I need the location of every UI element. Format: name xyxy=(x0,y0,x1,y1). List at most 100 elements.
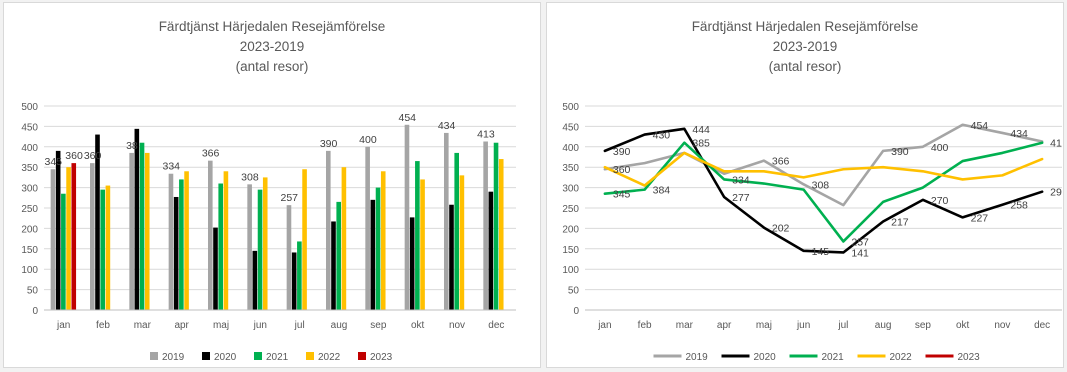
line-chart-legend-label: 2019 xyxy=(686,352,709,363)
line-chart-data-label: 334 xyxy=(732,174,750,186)
bar-chart-data-label: 390 xyxy=(320,138,338,150)
bar-2020-mar xyxy=(134,128,140,310)
bar-2019-okt xyxy=(404,124,410,310)
bar-2021-dec xyxy=(493,142,499,310)
line-chart-data-label: 277 xyxy=(732,192,750,204)
line-chart-data-label: 41 xyxy=(1050,138,1062,150)
bar-2022-okt xyxy=(420,179,425,310)
bar-chart-data-label: 454 xyxy=(399,112,417,124)
bar-chart-y-tick-label: 350 xyxy=(21,163,38,174)
bar-2019-apr xyxy=(168,173,174,310)
bar-chart-y-tick-label: 300 xyxy=(21,184,38,195)
line-chart-title: Färdtjänst Härjedalen Resejämförelse xyxy=(691,19,919,34)
bar-chart-x-tick-label: nov xyxy=(449,320,465,331)
bar-2019-sep xyxy=(365,146,370,310)
bar-chart-y-tick-label: 100 xyxy=(21,265,38,276)
line-series-2020 xyxy=(603,127,1044,254)
bar-chart-svg: 0 50 100 150 200 250 300 350 400 450 500 jan feb mar a… xyxy=(21,102,516,363)
bar-chart-y-tick-label: 500 xyxy=(21,102,38,113)
bar-2022-dec xyxy=(498,159,504,310)
line-chart-data-label: 270 xyxy=(931,195,949,207)
line-chart-y-tick-label: 100 xyxy=(562,265,579,276)
line-chart-legend-label: 2021 xyxy=(822,352,845,363)
bar-chart-panel: Färdtjänst Härjedalen Resejämförelse 202… xyxy=(3,2,541,368)
bar-2021-sep xyxy=(375,187,381,310)
bar-chart-x-tick-label: dec xyxy=(488,320,504,331)
line-chart-data-label: 390 xyxy=(613,146,631,158)
bar-chart-x-tick-label: sep xyxy=(370,320,387,331)
bar-chart-x-tick-label: apr xyxy=(174,320,189,331)
bar-2020-nov xyxy=(449,204,454,310)
bar-chart-x-tick-label: jun xyxy=(253,320,267,331)
line-chart-x-tick-label: okt xyxy=(956,320,970,331)
line-chart-y-tick-label: 500 xyxy=(562,102,579,113)
bar-2020-feb xyxy=(95,134,100,310)
bar-2020-sep xyxy=(370,199,376,310)
bar-2020-okt xyxy=(409,217,415,310)
line-chart-data-label: 29 xyxy=(1050,187,1062,199)
line-chart-data-label: 202 xyxy=(772,223,790,235)
bar-chart-y-tick-label: 50 xyxy=(27,286,39,297)
bar-chart-data-label: 334 xyxy=(163,161,181,173)
line-chart-y-tick-label: 300 xyxy=(562,184,579,195)
bar-2019-maj xyxy=(208,160,213,310)
bar-chart-y-tick-label: 450 xyxy=(21,122,38,133)
bar-2021-aug xyxy=(336,201,341,310)
bar-2021-nov xyxy=(454,152,459,310)
bar-chart-data-label: 308 xyxy=(241,171,259,183)
line-chart-x-tick-label: mar xyxy=(676,320,694,331)
bar-2022-feb xyxy=(105,185,111,310)
bar-2020-aug xyxy=(331,221,336,310)
line-chart-data-label: 217 xyxy=(891,216,909,228)
bar-chart-legend-swatch xyxy=(202,352,210,360)
line-chart-y-tick-label: 250 xyxy=(562,204,579,215)
line-chart-data-label: 430 xyxy=(653,130,671,142)
bar-chart-subtitle: 2023-2019 xyxy=(239,39,305,54)
line-chart-y-tick-label: 0 xyxy=(573,306,579,317)
line-chart-legend-label: 2022 xyxy=(890,352,913,363)
line-series-2019 xyxy=(603,123,1044,207)
line-chart-data-label: 400 xyxy=(931,142,949,154)
bar-chart-x-tick-label: aug xyxy=(331,320,348,331)
bar-chart-legend-swatch xyxy=(150,352,158,360)
line-series-2021 xyxy=(603,141,1044,243)
bar-chart-legend-swatch xyxy=(254,352,262,360)
line-chart-data-label: 360 xyxy=(613,164,631,176)
line-chart-svg: 0 50 100 150 200 250 300 350 400 450 500 jan feb mar a… xyxy=(562,102,1062,363)
bar-2021-jul xyxy=(297,241,302,310)
bar-chart-y-tick-label: 0 xyxy=(32,306,38,317)
bar-2022-aug xyxy=(341,167,347,310)
line-chart-data-label: 145 xyxy=(812,246,830,258)
bar-2022-jun xyxy=(262,177,268,310)
line-chart-subtitle: 2023-2019 xyxy=(772,39,838,54)
bar-chart-y-tick-label: 200 xyxy=(21,224,38,235)
line-chart-x-tick-label: apr xyxy=(717,320,732,331)
bar-2019-dec xyxy=(483,141,488,310)
line-chart-data-label: 444 xyxy=(692,124,710,136)
bar-chart-title-block: Färdtjänst Härjedalen Resejämförelse 202… xyxy=(4,17,540,77)
bar-chart-legend-swatch xyxy=(306,352,314,360)
line-chart-data-label: 366 xyxy=(772,156,790,168)
bar-2022-jan xyxy=(66,167,71,310)
bar-chart-data-label: 434 xyxy=(438,120,456,132)
bar-2022-jul xyxy=(302,169,307,310)
bar-2021-apr xyxy=(179,179,184,310)
bar-2021-jun xyxy=(257,189,263,310)
bar-chart-data-label: 257 xyxy=(281,192,299,204)
bar-chart-x-tick-label: mar xyxy=(134,320,152,331)
line-chart-data-label: 434 xyxy=(1010,128,1028,140)
bar-2019-jul xyxy=(286,205,292,310)
bar-chart-unit-note: (antal resor) xyxy=(235,59,309,74)
line-chart-data-label: 384 xyxy=(653,185,671,197)
bar-2019-aug xyxy=(326,150,331,310)
bar-chart-data-label: 360 xyxy=(84,150,102,162)
bar-chart-x-tick-label: okt xyxy=(411,320,425,331)
bar-chart-x-tick-label: feb xyxy=(96,320,110,331)
line-chart-data-label: 308 xyxy=(812,179,830,191)
line-chart-x-tick-label: jan xyxy=(597,320,611,331)
line-chart-title-block: Färdtjänst Härjedalen Resejämförelse 202… xyxy=(547,17,1063,77)
bar-chart-legend-label: 2021 xyxy=(266,352,289,363)
bar-chart-legend-label: 2023 xyxy=(370,352,393,363)
bar-2020-jul xyxy=(291,252,297,310)
bar-chart-x-tick-label: jan xyxy=(56,320,70,331)
